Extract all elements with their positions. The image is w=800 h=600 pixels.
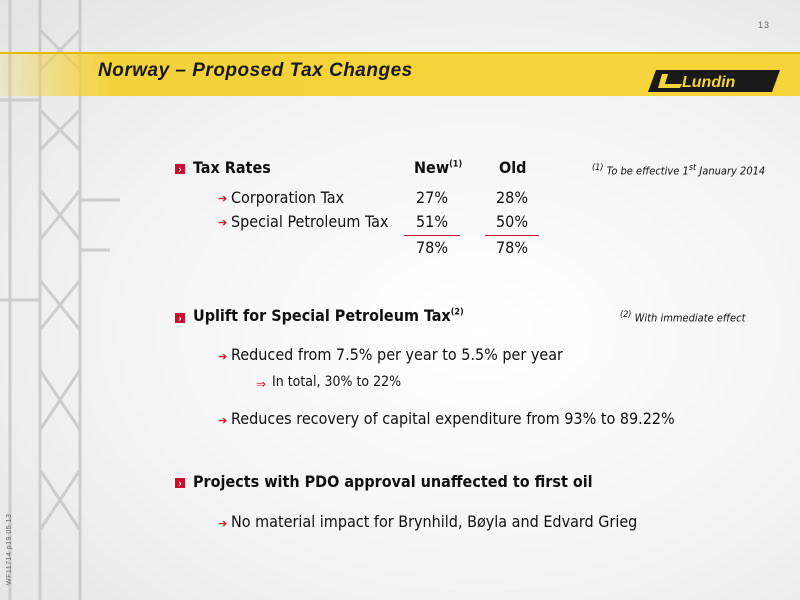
projects-item: No material impact for Brynhild, Bøyla a… xyxy=(231,512,638,531)
bullet-arrow-icon: › xyxy=(175,313,185,323)
sub-arrow-icon: ➔ xyxy=(218,217,228,229)
tax-rates-heading: Tax Rates xyxy=(193,158,271,177)
row-new-value: 27% xyxy=(416,188,448,207)
bullet-arrow-icon: › xyxy=(175,164,185,174)
sub-arrow-icon: ➔ xyxy=(218,193,228,205)
row-old-value: 50% xyxy=(496,212,528,231)
row-label: Corporation Tax xyxy=(231,188,345,207)
sub-sub-arrow-icon: ⇒ xyxy=(256,377,267,391)
total-rule-old xyxy=(485,235,539,236)
col-new-heading: New(1) xyxy=(414,158,463,177)
total-rule-new xyxy=(404,235,460,236)
projects-heading: Projects with PDO approval unaffected to… xyxy=(193,472,593,491)
banner-top-line xyxy=(0,52,800,54)
row-label: Special Petroleum Tax xyxy=(231,212,389,231)
uplift-heading: Uplift for Special Petroleum Tax(2) xyxy=(193,306,464,325)
total-new-value: 78% xyxy=(416,238,448,257)
lundin-logo: Lundin xyxy=(648,70,780,92)
svg-text:Lundin: Lundin xyxy=(682,74,736,91)
bullet-arrow-icon: › xyxy=(175,478,185,488)
footnote-2: (2) With immediate effect xyxy=(620,310,746,325)
uplift-subitem: In total, 30% to 22% xyxy=(272,374,402,390)
uplift-item: Reduced from 7.5% per year to 5.5% per y… xyxy=(231,345,563,364)
row-old-value: 28% xyxy=(496,188,528,207)
document-code: WF11714 p19 05.13 xyxy=(6,513,13,585)
col-old-heading: Old xyxy=(499,158,527,177)
uplift-item: Reduces recovery of capital expenditure … xyxy=(231,409,675,428)
oil-rig-background-icon xyxy=(0,0,120,600)
total-old-value: 78% xyxy=(496,238,528,257)
sub-arrow-icon: ➔ xyxy=(218,518,228,530)
sub-arrow-icon: ➔ xyxy=(218,351,228,363)
page-number: 13 xyxy=(757,20,770,30)
page-title: Norway – Proposed Tax Changes xyxy=(98,60,413,81)
footnote-1: (1) To be effective 1st January 2014 xyxy=(592,163,766,178)
row-new-value: 51% xyxy=(416,212,448,231)
sub-arrow-icon: ➔ xyxy=(218,415,228,427)
